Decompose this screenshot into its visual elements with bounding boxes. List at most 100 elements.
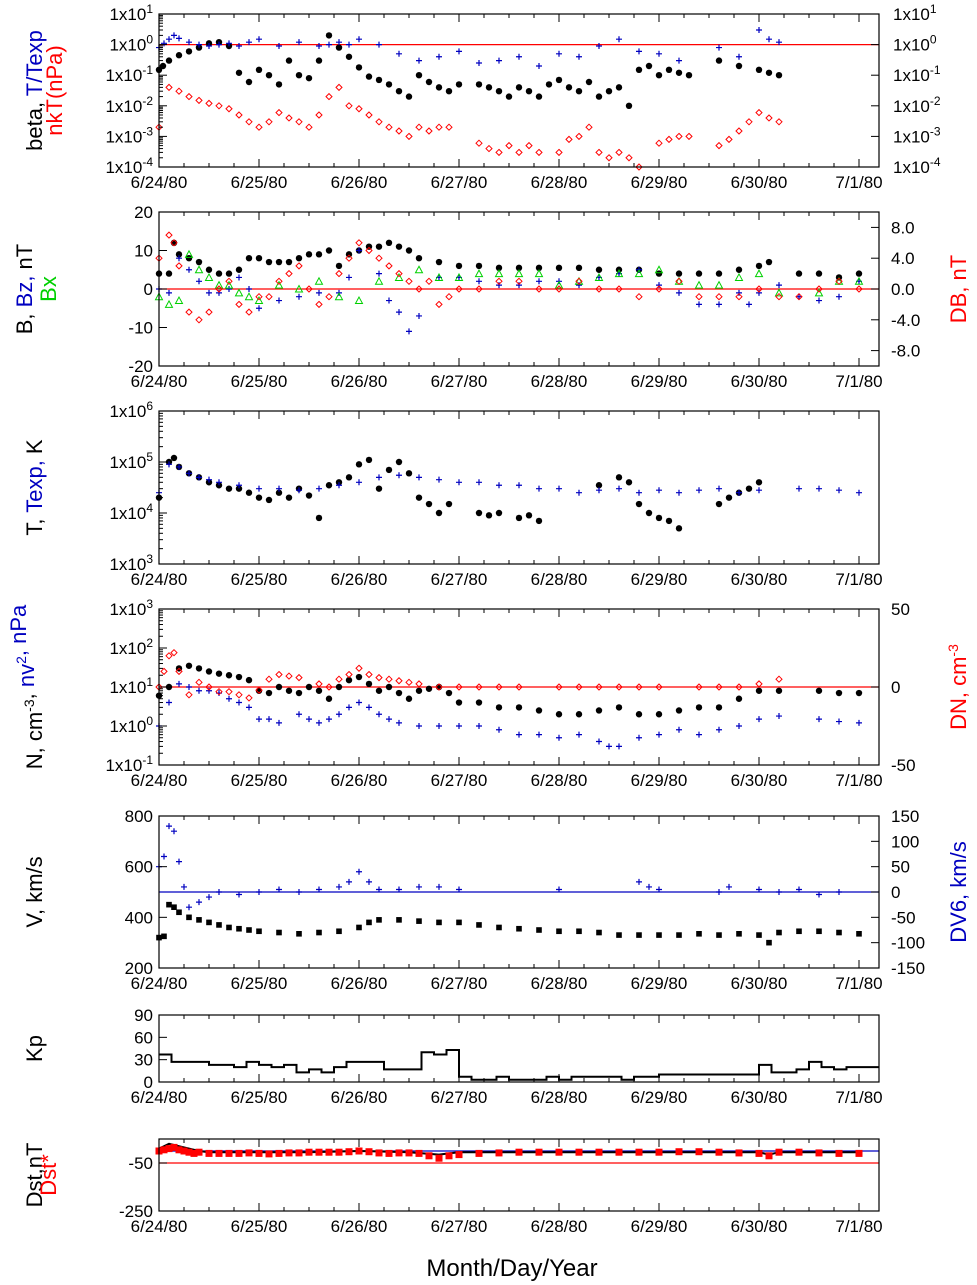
data-point <box>636 48 642 55</box>
data-point <box>175 87 183 95</box>
x-tick-label: 6/24/80 <box>131 1088 188 1107</box>
x-tick-label: 6/27/80 <box>431 372 488 391</box>
data-point <box>256 889 262 895</box>
series-dv6 <box>156 823 842 911</box>
data-point <box>575 264 583 272</box>
data-point <box>395 269 403 278</box>
right-tick-label: 100 <box>891 832 919 851</box>
left-axis: -20 -10 0 10 20 <box>128 203 167 376</box>
data-point <box>735 695 743 702</box>
y-tick-label: 1x100 <box>109 714 153 736</box>
data-point <box>736 723 742 729</box>
data-point <box>425 500 433 508</box>
data-point <box>774 288 784 297</box>
data-point <box>256 928 262 935</box>
data-point <box>326 716 332 723</box>
data-point <box>475 81 483 88</box>
data-point <box>725 494 733 501</box>
x-tick-label: 6/30/80 <box>731 1217 788 1236</box>
data-point <box>636 489 642 496</box>
data-point <box>216 889 222 895</box>
data-point <box>535 148 543 157</box>
data-point <box>246 286 252 292</box>
data-point <box>565 135 573 144</box>
right-tick-label: -150 <box>891 959 925 978</box>
series-nkt-npa- <box>155 83 783 171</box>
right-tick-label: 150 <box>891 807 919 826</box>
data-point <box>755 262 763 270</box>
data-point <box>315 680 323 688</box>
data-point <box>534 269 544 278</box>
data-point <box>796 928 802 935</box>
data-point <box>495 509 503 517</box>
data-point <box>676 932 682 938</box>
x-tick-label: 6/26/80 <box>331 771 388 790</box>
data-point <box>235 300 243 309</box>
data-point <box>265 496 273 504</box>
data-point <box>695 1148 703 1156</box>
x-tick-label: 7/1/80 <box>835 974 882 993</box>
data-point <box>356 699 362 706</box>
data-point <box>255 123 263 131</box>
y-axis-label: N, cm-3, nv2, nPa <box>6 604 47 769</box>
data-point <box>356 479 362 486</box>
data-point <box>735 62 743 70</box>
x-tick-label: 6/27/80 <box>431 173 488 192</box>
data-point <box>336 39 342 46</box>
series-v <box>156 901 862 946</box>
data-point <box>164 299 174 308</box>
data-point <box>816 297 822 304</box>
data-point <box>685 72 693 79</box>
data-point <box>676 726 682 733</box>
x-tick-label: 6/24/80 <box>131 974 188 993</box>
data-point <box>316 719 322 726</box>
data-point <box>496 57 502 64</box>
data-point <box>356 247 362 254</box>
data-point <box>295 689 303 697</box>
x-tick-label: 6/30/80 <box>731 771 788 790</box>
data-point <box>535 707 543 714</box>
data-point <box>235 485 243 492</box>
data-point <box>455 1151 463 1159</box>
data-point <box>246 927 252 933</box>
data-point <box>415 285 423 293</box>
data-point <box>735 266 743 273</box>
left-axis: 200 400 600 800 <box>125 807 167 978</box>
data-point <box>635 683 643 691</box>
data-point <box>775 687 783 694</box>
data-point <box>186 914 192 921</box>
data-point <box>376 270 382 277</box>
data-point <box>425 277 433 286</box>
data-point <box>415 687 423 694</box>
series-db <box>155 231 863 324</box>
data-point <box>376 41 382 48</box>
data-point <box>166 823 172 830</box>
data-point <box>395 1149 403 1157</box>
data-point <box>595 683 603 691</box>
data-point <box>755 680 763 688</box>
data-point <box>365 243 373 250</box>
data-point <box>536 62 542 69</box>
data-point <box>165 231 173 239</box>
series-t-texp <box>156 27 782 69</box>
data-point <box>776 889 782 895</box>
data-point <box>205 1149 213 1157</box>
data-point <box>695 683 703 691</box>
data-point <box>476 60 482 67</box>
data-point <box>616 932 622 938</box>
data-point <box>595 285 603 293</box>
series-t <box>155 454 763 532</box>
x-tick-label: 6/29/80 <box>631 974 688 993</box>
data-point <box>746 301 752 308</box>
data-point <box>215 687 223 696</box>
data-point <box>616 743 622 750</box>
x-axis: 6/24/80 6/25/80 6/26/80 6/27/80 6/28/80 6/29/… <box>131 816 883 993</box>
x-tick-label: 6/25/80 <box>231 1217 288 1236</box>
data-point <box>305 285 313 293</box>
data-point <box>225 1149 233 1157</box>
data-point <box>355 664 363 672</box>
y-tick-label: 1x10-1 <box>105 63 153 85</box>
data-point <box>336 928 342 935</box>
data-point <box>375 118 383 126</box>
data-point <box>334 292 344 301</box>
